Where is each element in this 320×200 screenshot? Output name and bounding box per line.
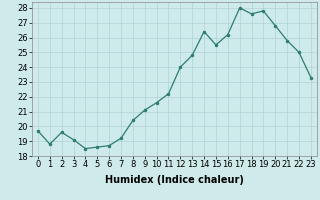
X-axis label: Humidex (Indice chaleur): Humidex (Indice chaleur) [105, 175, 244, 185]
